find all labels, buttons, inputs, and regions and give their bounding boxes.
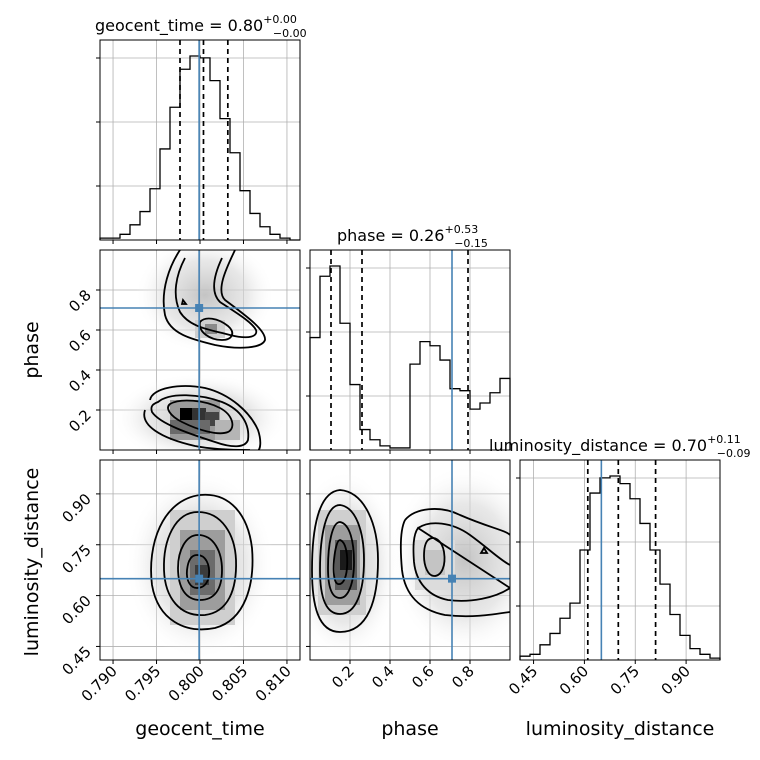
contour-line [412,522,510,602]
contour-line [319,504,365,615]
contour-line [399,508,510,618]
histogram-luminosity_distance [519,475,721,660]
histogram-phase [309,265,511,450]
tick-label: 0.2 [328,662,358,692]
tick-label: 0.790 [78,662,121,705]
density-cell [340,550,352,570]
tick-label: 0.810 [252,662,295,705]
tick-label: 0.75 [58,541,94,577]
tick-label: 0.4 [368,662,398,692]
contour-line [163,511,237,616]
tick-label: 0.6 [408,662,438,692]
xlabel-luminosity-distance: luminosity_distance [526,718,715,740]
tick-label: 0.60 [58,592,94,628]
contour-line [177,534,223,601]
tick-label: 0.75 [607,662,643,698]
tick-label: 0.45 [58,643,94,679]
density-cell [205,324,217,334]
ylabel-luminosity-distance: luminosity_distance [21,468,43,657]
tick-label: 0.8 [448,662,478,692]
xlabel-geocent-time: geocent_time [135,718,264,740]
tick-label: 0.90 [58,490,94,526]
contour-line [479,546,489,554]
title-luminosity-distance: luminosity_distance = 0.70+0.11 −0.09 [489,433,751,460]
contour-line [198,317,234,341]
tick-label: 0.800 [165,662,208,705]
title-phase: phase = 0.26+0.53 −0.15 [337,223,488,250]
xlabel-phase: phase [381,718,438,740]
tick-label: 0.45 [505,662,541,698]
ylabel-phase: phase [21,321,43,378]
tick-label: 0.6 [65,326,95,356]
contour-line [311,489,379,633]
tick-label: 0.805 [208,662,251,705]
panel-frame [309,459,511,661]
density-cell [215,420,240,440]
truth-lines [100,40,603,660]
title-geocent-time: geocent_time = 0.80+0.00 −0.00 [95,13,307,40]
tick-label: 0.8 [65,286,95,316]
cloud-phase-lumdist-right [390,465,510,655]
contour-line [332,539,349,585]
contour-line [423,537,446,577]
panel-frame [309,249,511,451]
contour-line [327,521,355,599]
tick-label: 0.4 [65,366,95,396]
tick-label: 0.795 [121,662,164,705]
cloud-upper-phase [135,250,275,353]
contour-line [180,297,188,305]
tick-label: 0.60 [556,662,592,698]
contour-line [185,554,211,589]
histograms [99,55,721,660]
contour-line [150,493,254,631]
contour-line [162,250,266,349]
density-cell [180,408,192,420]
truth-point [195,304,204,312]
histogram-geocent_time [99,55,300,241]
contour-line [167,399,234,435]
tick-label: 0.2 [65,406,95,436]
quantile-lines [179,40,657,660]
truth-point [195,574,204,583]
contour-line [150,394,250,448]
truth-point [448,574,456,583]
tick-label: 0.90 [658,662,694,698]
panel-frame [519,459,721,661]
density-cell [170,420,210,434]
density-cell [425,550,445,575]
